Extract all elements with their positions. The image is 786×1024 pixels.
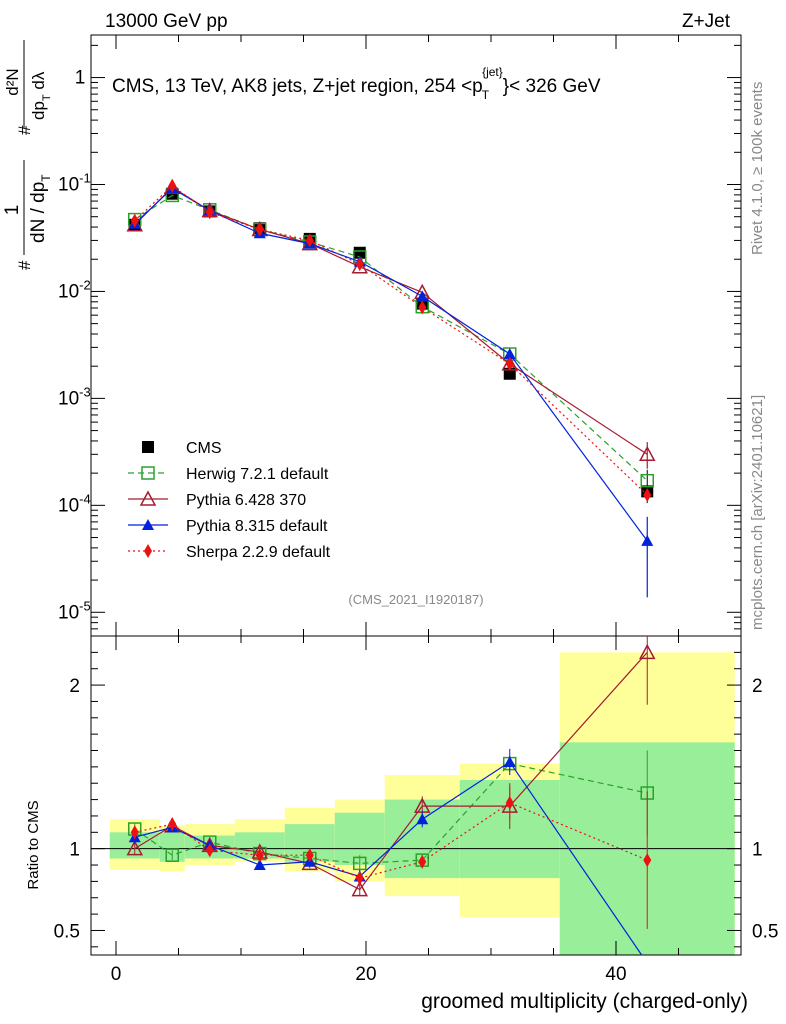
herwig-line-main xyxy=(134,194,648,482)
legend-label-herwig: Herwig 7.2.1 default xyxy=(186,466,329,483)
pythia8-ratio-point xyxy=(253,859,266,871)
title-sup: {jet} xyxy=(482,65,503,79)
x-tick-label: 20 xyxy=(355,964,376,985)
side-text-top: Rivet 4.1.0, ≥ 100k events xyxy=(749,82,766,255)
title-sub: T xyxy=(482,88,490,102)
pythia6-ratio-point xyxy=(638,643,656,660)
legend: CMS Herwig 7.2.1 default Pythia 6.428 370 P… xyxy=(128,440,331,561)
sherpa-ratio-point xyxy=(643,853,652,868)
sherpa-point xyxy=(205,205,214,220)
y-tick-label: 10-4 xyxy=(58,491,91,516)
legend-label-cms: CMS xyxy=(186,440,222,457)
pythia8-ratio-point xyxy=(416,813,429,825)
sherpa-ratio-point xyxy=(168,817,177,832)
sherpa-ratio-point xyxy=(205,843,214,858)
pythia6-ratio-point xyxy=(126,840,144,856)
watermark: (CMS_2021_I1920187) xyxy=(348,592,483,607)
pythia8-point xyxy=(503,348,516,360)
series xyxy=(126,178,656,956)
sherpa-point xyxy=(305,233,314,248)
y-tick-label: 1 xyxy=(75,68,86,89)
ylabel-hash1: # xyxy=(15,260,34,270)
pythia8-line-main xyxy=(134,187,648,542)
legend-marker-sherpa xyxy=(144,544,152,558)
y-tick-label: 10-3 xyxy=(58,384,91,409)
ylabel-num: 1 xyxy=(2,205,23,216)
pythia6-line-main xyxy=(134,186,648,455)
ratio-y-tick-label-right: 0.5 xyxy=(752,921,778,942)
title-pre: CMS, 13 TeV, AK8 jets, Z+jet region, 254… xyxy=(112,76,483,97)
legend-label-pythia6: Pythia 6.428 370 xyxy=(186,492,306,509)
ratio-y-tick-label: 0.5 xyxy=(54,921,80,942)
ylabel-frac2-num: d²N xyxy=(3,68,22,95)
x-axis-label: groomed multiplicity (charged-only) xyxy=(421,990,748,1013)
legend-label-pythia8: Pythia 8.315 default xyxy=(186,518,328,535)
ratio-y-tick-label-right: 2 xyxy=(752,676,763,697)
legend-marker-pythia8 xyxy=(142,519,154,530)
y-axis-label-main: # 1 dN / dpT # d²N dpT dλ xyxy=(2,40,53,270)
ratio-y-tick-label: 2 xyxy=(69,676,80,697)
sherpa-point xyxy=(168,178,177,193)
header-left: 13000 GeV pp xyxy=(105,11,228,32)
header-right: Z+Jet xyxy=(682,11,731,32)
sherpa-ratio-point xyxy=(418,854,427,869)
ratio-frame xyxy=(90,635,742,956)
sherpa-point xyxy=(418,300,427,315)
x-tick-label: 0 xyxy=(111,964,122,985)
y-tick-label: 10-2 xyxy=(58,277,91,302)
herwig-point xyxy=(640,473,654,488)
sherpa-point xyxy=(255,222,264,237)
sherpa-ratio-point xyxy=(255,848,264,863)
sherpa-point xyxy=(355,257,364,272)
legend-label-sherpa: Sherpa 2.2.9 default xyxy=(186,544,331,561)
pythia6-ratio-point xyxy=(351,880,369,897)
x-tick-label: 40 xyxy=(605,964,626,985)
legend-marker-herwig xyxy=(141,466,155,480)
sherpa-point xyxy=(505,356,514,371)
y-axis-label-ratio: Ratio to CMS xyxy=(25,800,42,889)
axes: 0 20 40 1 10-1 10-2 10-3 10-4 10-5 0.5 0.5 1 1 2 2 xyxy=(54,34,778,985)
herwig-ratio-point xyxy=(353,856,367,871)
ylabel-den: dN / dpT xyxy=(28,174,53,243)
side-text-bottom: mcplots.cern.ch [arXiv:2401.10621] xyxy=(749,395,766,630)
legend-marker-cms xyxy=(142,441,154,453)
chart-title: CMS, 13 TeV, AK8 jets, Z+jet region, 254… xyxy=(112,65,601,102)
sherpa-ratio-point xyxy=(505,795,514,810)
pythia8-ratio-point xyxy=(503,755,516,767)
pythia8-point xyxy=(416,290,429,302)
y-tick-label: 10-1 xyxy=(58,171,91,196)
ylabel-frac2-den: dpT dλ xyxy=(29,71,53,120)
sherpa-ratio-point xyxy=(130,825,139,840)
pythia6-point xyxy=(163,178,181,195)
y-tick-label: 10-5 xyxy=(58,598,91,623)
ratio-y-tick-label-right: 1 xyxy=(752,840,763,861)
sherpa-point xyxy=(643,487,652,502)
cms-point xyxy=(353,246,366,259)
sherpa-point xyxy=(130,213,139,228)
sherpa-ratio-point xyxy=(305,848,314,863)
cms-point xyxy=(503,367,516,380)
legend-marker-pythia6 xyxy=(139,490,157,506)
ratio-y-tick-label: 1 xyxy=(69,840,80,861)
title-post: }< 326 GeV xyxy=(503,76,601,97)
herwig-ratio-point xyxy=(165,848,179,862)
sherpa-ratio-point xyxy=(355,871,364,886)
ylabel-hash2: # xyxy=(15,125,34,135)
